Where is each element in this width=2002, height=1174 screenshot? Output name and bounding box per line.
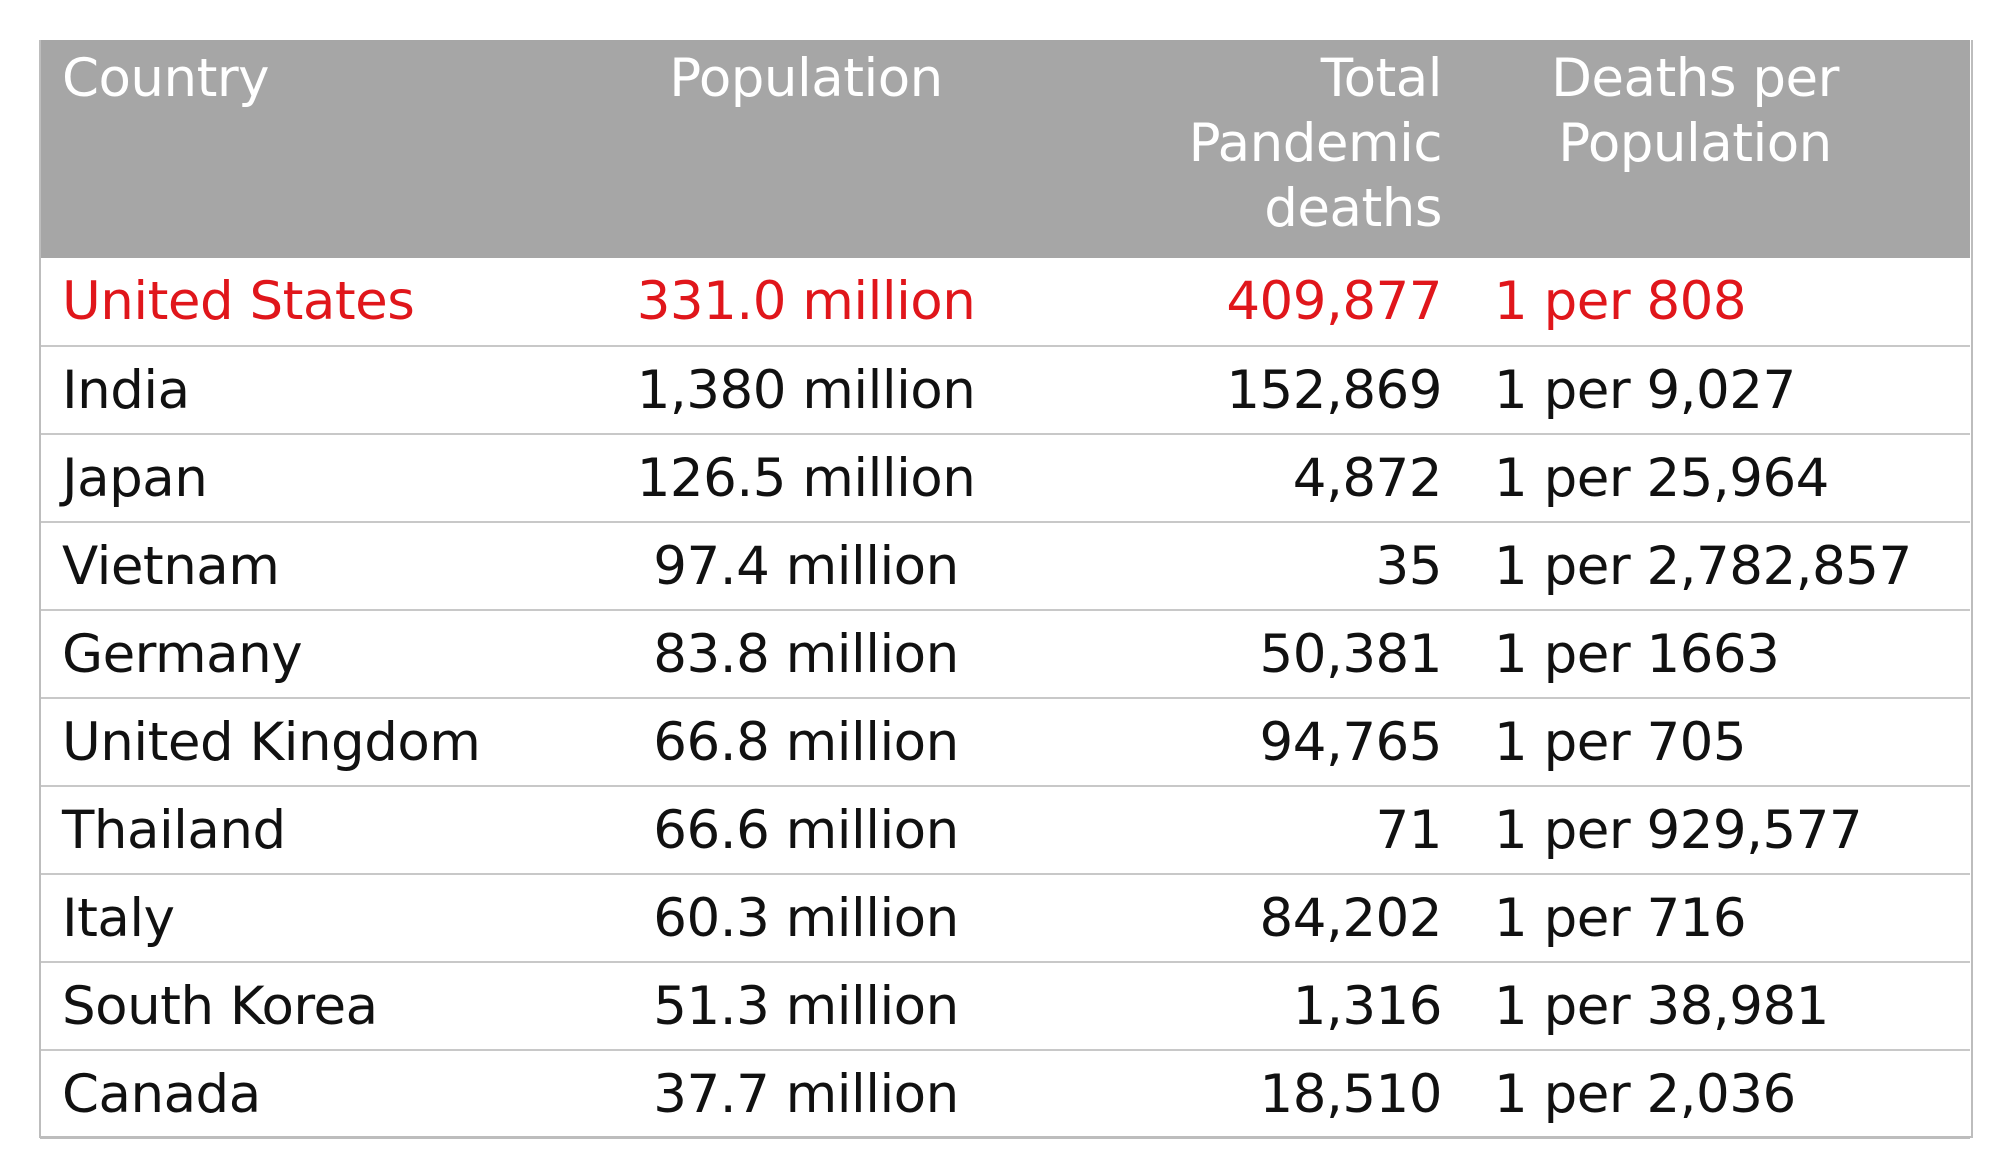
cell-country: Germany: [62, 623, 303, 685]
cell-population: 83.8 million: [653, 623, 959, 685]
cell-country: Vietnam: [62, 535, 280, 597]
cell-population: 331.0 million: [636, 271, 976, 332]
cell-country: United Kingdom: [62, 711, 481, 773]
table-row-italy: Italy 60.3 million 84,202 1 per 716: [40, 874, 1970, 962]
header-total-deaths-line-2: Pandemic: [1188, 113, 1443, 174]
cell-population: 66.8 million: [653, 711, 959, 773]
cell-population: 97.4 million: [653, 535, 959, 597]
cell-deaths-per-population: 1 per 25,964: [1494, 447, 1829, 509]
cell-deaths-per-population: 1 per 38,981: [1494, 975, 1829, 1037]
table-header: Country Population Total Pandemic deaths…: [40, 40, 1970, 258]
table-row-germany: Germany 83.8 million 50,381 1 per 1663: [40, 610, 1970, 698]
header-total-deaths: Total Pandemic deaths: [1043, 40, 1450, 258]
cell-population: 51.3 million: [653, 975, 959, 1037]
pandemic-deaths-table: Country Population Total Pandemic deaths…: [40, 40, 1970, 1139]
header-deaths-per-population: Deaths per Population: [1450, 40, 1970, 258]
cell-total-deaths: 1,316: [1292, 975, 1443, 1037]
cell-country: Thailand: [62, 799, 286, 861]
cell-total-deaths: 152,869: [1226, 359, 1442, 421]
cell-population: 37.7 million: [653, 1063, 959, 1125]
table-body: United States 331.0 million 409,877 1 pe…: [40, 258, 1970, 1138]
cell-country: India: [62, 359, 190, 421]
cell-deaths-per-population: 1 per 2,036: [1494, 1063, 1796, 1125]
cell-deaths-per-population: 1 per 705: [1494, 711, 1747, 773]
cell-country: Italy: [62, 887, 175, 949]
cell-deaths-per-population: 1 per 929,577: [1494, 799, 1863, 861]
cell-country: South Korea: [62, 975, 378, 1037]
cell-country: Japan: [62, 447, 208, 509]
header-total-deaths-line-1: Total: [1320, 48, 1443, 109]
cell-population: 60.3 million: [653, 887, 959, 949]
cell-total-deaths: 84,202: [1259, 887, 1443, 949]
table-row-india: India 1,380 million 152,869 1 per 9,027: [40, 346, 1970, 434]
cell-total-deaths: 71: [1375, 799, 1443, 861]
table-row-thailand: Thailand 66.6 million 71 1 per 929,577: [40, 786, 1970, 874]
cell-deaths-per-population: 1 per 808: [1494, 271, 1747, 332]
cell-population: 66.6 million: [653, 799, 959, 861]
cell-total-deaths: 18,510: [1259, 1063, 1443, 1125]
header-country: Country: [62, 48, 270, 109]
table-row-south-korea: South Korea 51.3 million 1,316 1 per 38,…: [40, 962, 1970, 1050]
cell-population: 126.5 million: [636, 447, 976, 509]
table-row-canada: Canada 37.7 million 18,510 1 per 2,036: [40, 1050, 1970, 1138]
header-total-deaths-line-3: deaths: [1264, 178, 1442, 239]
cell-total-deaths: 94,765: [1259, 711, 1443, 773]
cell-total-deaths: 50,381: [1259, 623, 1443, 685]
cell-deaths-per-population: 1 per 1663: [1494, 623, 1780, 685]
table-row-vietnam: Vietnam 97.4 million 35 1 per 2,782,857: [40, 522, 1970, 610]
cell-deaths-per-population: 1 per 2,782,857: [1494, 535, 1912, 597]
table-row-united-kingdom: United Kingdom 66.8 million 94,765 1 per…: [40, 698, 1970, 786]
cell-population: 1,380 million: [636, 359, 976, 421]
header-deaths-per-line-1: Deaths per: [1551, 48, 1839, 109]
cell-country: Canada: [62, 1063, 261, 1125]
header-row: Country Population Total Pandemic deaths…: [40, 40, 1970, 258]
table-row-united-states: United States 331.0 million 409,877 1 pe…: [40, 258, 1970, 346]
cell-total-deaths: 409,877: [1226, 271, 1442, 332]
cell-deaths-per-population: 1 per 9,027: [1494, 359, 1796, 421]
cell-total-deaths: 4,872: [1292, 447, 1443, 509]
cell-deaths-per-population: 1 per 716: [1494, 887, 1747, 949]
header-deaths-per-line-2: Population: [1558, 113, 1832, 174]
cell-country: United States: [62, 271, 415, 332]
cell-total-deaths: 35: [1375, 535, 1443, 597]
header-population: Population: [669, 48, 943, 109]
table-row-japan: Japan 126.5 million 4,872 1 per 25,964: [40, 434, 1970, 522]
